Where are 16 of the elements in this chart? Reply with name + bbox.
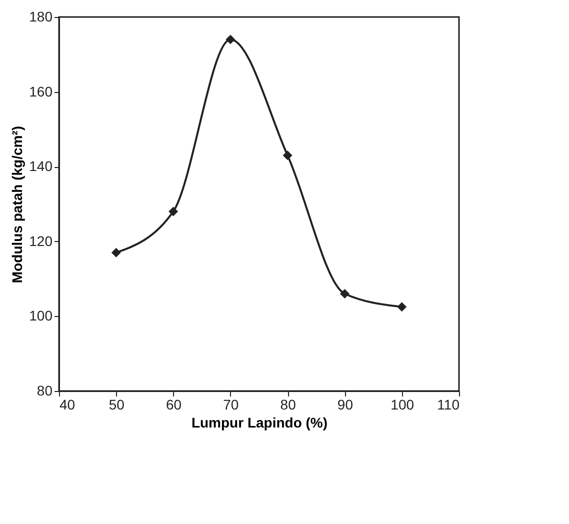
x-tick-label: 90 — [337, 396, 354, 412]
x-tick-label: 100 — [390, 396, 414, 412]
y-tick-label: 80 — [36, 382, 53, 398]
x-tick-label: 40 — [60, 396, 76, 412]
x-tick-label: 80 — [280, 396, 296, 412]
y-tick-label: 160 — [29, 83, 53, 100]
x-tick-label: 60 — [166, 396, 182, 412]
y-tick-label: 120 — [29, 232, 53, 249]
x-tick-label: 50 — [108, 396, 125, 412]
x-tick-label: 110 — [437, 396, 460, 412]
y-tick-label: 180 — [29, 8, 53, 24]
y-axis-title: Modulus patah (kg/cm²) — [9, 126, 26, 284]
x-tick-label: 70 — [223, 396, 239, 412]
y-tick-label: 100 — [29, 308, 53, 324]
x-axis-title: Lumpur Lapindo (%) — [191, 414, 328, 430]
y-tick-label: 140 — [29, 158, 53, 174]
